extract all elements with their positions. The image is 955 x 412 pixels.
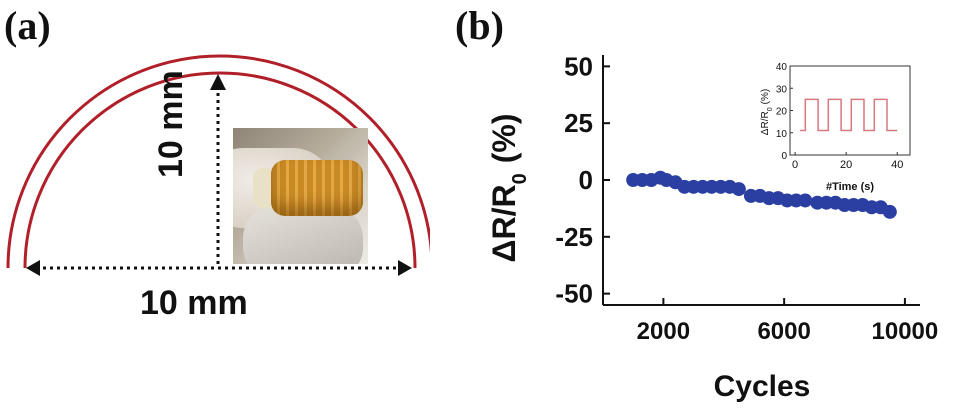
y-tick-label: -50 (555, 279, 593, 309)
sample-photo (233, 128, 368, 264)
inset-y-axis-label: ΔR/R0(%) (760, 89, 774, 135)
width-arrow-left (26, 260, 40, 276)
width-label: 10 mm (140, 284, 248, 322)
x-tick-label: 2000 (637, 318, 690, 345)
height-arrow-top (210, 74, 226, 90)
inset-y-tick-label: 20 (776, 107, 788, 118)
inset-frame (789, 65, 911, 156)
panel-label-b: (b) (455, 3, 504, 48)
data-point (731, 182, 746, 197)
y-tick-label: 25 (564, 108, 593, 138)
width-arrow-right (398, 260, 412, 276)
y-tick-label: 50 (564, 51, 593, 81)
y-tick-label: -25 (555, 222, 593, 252)
outer-arc (6, 54, 430, 269)
inset-x-axis-label: #Time (s) (826, 181, 874, 193)
x-tick-label: 6000 (757, 318, 810, 345)
inset-y-tick-label: 40 (776, 62, 788, 73)
inset-x-tick-label: 20 (840, 159, 852, 171)
x-tick-label: 10000 (872, 318, 939, 345)
y-tick-label: 0 (579, 165, 593, 195)
x-axis-label: Cycles (714, 370, 811, 403)
y-axis-label: ΔR/R0(%) (486, 114, 531, 263)
panel-label-a: (a) (4, 3, 51, 48)
inset-x-tick-label: 40 (891, 159, 903, 171)
data-point (882, 204, 897, 219)
inset-y-tick-label: 30 (776, 84, 788, 95)
data-point (798, 193, 813, 208)
inset-x-tick-label: 0 (792, 159, 798, 171)
inset-y-tick-label: 10 (776, 129, 788, 140)
inset-y-tick-label: 0 (781, 151, 787, 162)
inset-series-line (800, 98, 898, 132)
schematic-diagram (6, 54, 430, 276)
inner-arc (23, 71, 417, 269)
